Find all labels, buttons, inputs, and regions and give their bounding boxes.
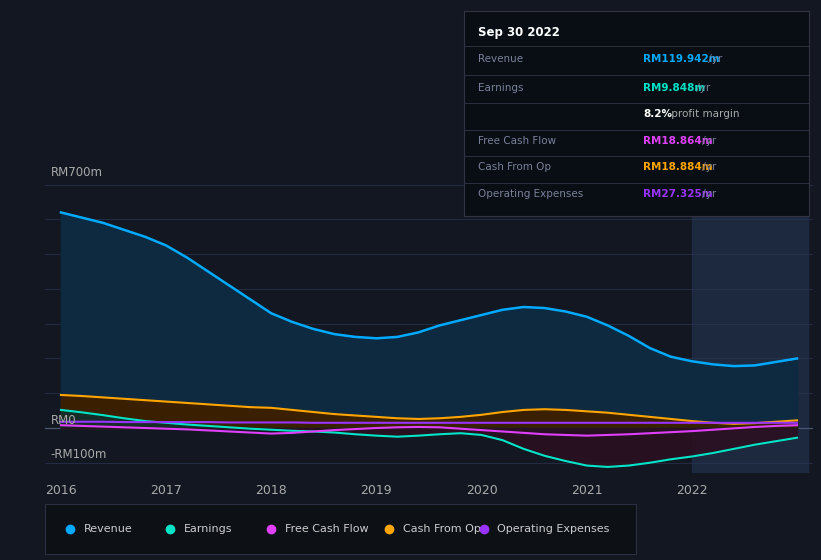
Text: 8.2%: 8.2%: [643, 109, 672, 119]
Text: RM119.942m: RM119.942m: [643, 54, 720, 64]
Text: Operating Expenses: Operating Expenses: [478, 189, 583, 199]
Text: /yr: /yr: [699, 189, 716, 199]
Text: Earnings: Earnings: [184, 524, 232, 534]
Text: Revenue: Revenue: [84, 524, 132, 534]
Text: Revenue: Revenue: [478, 54, 523, 64]
Text: Operating Expenses: Operating Expenses: [498, 524, 610, 534]
Text: RM27.325m: RM27.325m: [643, 189, 713, 199]
Text: /yr: /yr: [693, 83, 710, 93]
Text: Sep 30 2022: Sep 30 2022: [478, 26, 560, 39]
Bar: [692, 157, 808, 473]
Text: RM18.884m: RM18.884m: [643, 162, 713, 172]
Text: RM9.848m: RM9.848m: [643, 83, 705, 93]
Text: Cash From Op: Cash From Op: [478, 162, 551, 172]
Text: RM0: RM0: [50, 414, 76, 427]
Text: /yr: /yr: [699, 136, 716, 146]
Text: Free Cash Flow: Free Cash Flow: [478, 136, 556, 146]
Text: -RM100m: -RM100m: [50, 449, 107, 461]
Text: RM700m: RM700m: [50, 166, 103, 179]
Text: /yr: /yr: [705, 54, 722, 64]
Text: profit margin: profit margin: [668, 109, 740, 119]
Text: Earnings: Earnings: [478, 83, 523, 93]
Text: RM18.864m: RM18.864m: [643, 136, 713, 146]
Text: Free Cash Flow: Free Cash Flow: [285, 524, 368, 534]
Text: Cash From Op: Cash From Op: [403, 524, 480, 534]
Text: /yr: /yr: [699, 162, 716, 172]
